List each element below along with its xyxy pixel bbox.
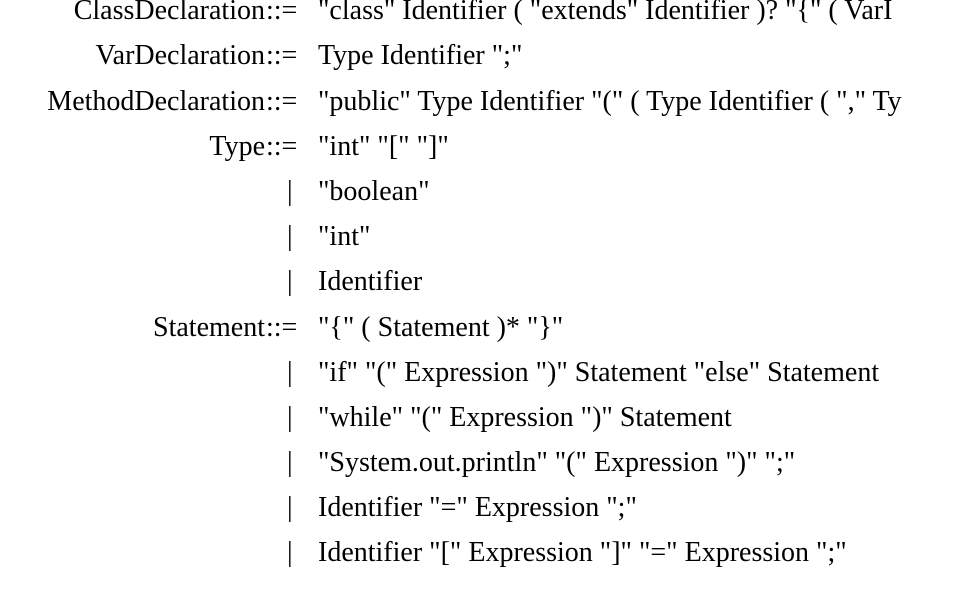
rule-expansion: "System.out.println" "(" Expression ")" … xyxy=(318,447,796,479)
rule-name: MethodDeclaration xyxy=(47,85,265,117)
alternative-separator: | xyxy=(287,266,293,298)
grammar-alternative-row: | "System.out.println" "(" Expression ")"… xyxy=(0,440,976,485)
definition-operator: ::= xyxy=(266,311,298,343)
rule-expansion: "boolean" xyxy=(318,175,430,207)
alternative-separator: | xyxy=(287,356,293,388)
grammar-alternative-row: | Identifier xyxy=(0,259,976,304)
rule-expansion: "int" xyxy=(318,221,371,253)
rule-name: ClassDeclaration xyxy=(73,0,265,27)
rule-expansion: "if" "(" Expression ")" Statement "else"… xyxy=(318,356,880,388)
definition-operator: ::= xyxy=(266,130,298,162)
rule-name: Statement xyxy=(153,311,265,343)
rule-name: VarDeclaration xyxy=(95,40,265,72)
grammar-alternative-row: | "if" "(" Expression ")" Statement "else… xyxy=(0,350,976,395)
alternative-separator: | xyxy=(287,401,293,433)
rule-expansion: Identifier "=" Expression ";" xyxy=(318,492,637,524)
grammar-rules: ( "pClassDeclaration::="class" Identifie… xyxy=(0,0,976,575)
rule-expansion: "public" Type Identifier "(" ( Type Iden… xyxy=(318,85,902,117)
definition-operator: ::= xyxy=(266,40,298,72)
rule-expansion: Type Identifier ";" xyxy=(318,40,523,72)
rule-name: Type xyxy=(209,130,265,162)
alternative-separator: | xyxy=(287,537,293,569)
rule-expansion: "while" "(" Expression ")" Statement xyxy=(318,401,732,433)
rule-expansion: Identifier xyxy=(318,266,423,298)
grammar-alternative-row: | "while" "(" Expression ")" Statement xyxy=(0,395,976,440)
definition-operator: ::= xyxy=(266,85,298,117)
grammar-rule-row: MethodDeclaration::= "public" Type Identi… xyxy=(0,79,976,124)
rule-expansion: "class" Identifier ( "extends" Identifie… xyxy=(318,0,893,27)
grammar-alternative-row: | "int" xyxy=(0,214,976,259)
rule-expansion: "{" ( Statement )* "}" xyxy=(318,311,564,343)
definition-operator: ::= xyxy=(266,0,298,27)
alternative-separator: | xyxy=(287,447,293,479)
grammar-rule-row: Type::= "int" "[" "]" xyxy=(0,124,976,169)
grammar-listing: ( "pClassDeclaration::="class" Identifie… xyxy=(0,0,976,575)
rule-expansion: "int" "[" "]" xyxy=(318,130,449,162)
grammar-rule-row: VarDeclaration::= Type Identifier ";" xyxy=(0,33,976,78)
grammar-rule-row: Statement::= "{" ( Statement )* "}" xyxy=(0,305,976,350)
grammar-alternative-row: | Identifier "=" Expression ";" xyxy=(0,485,976,530)
alternative-separator: | xyxy=(287,221,293,253)
grammar-alternative-row: | "boolean" xyxy=(0,169,976,214)
grammar-alternative-row: | Identifier "[" Expression "]" "=" Expre… xyxy=(0,530,976,575)
grammar-rule-row: ClassDeclaration::= "class" Identifier ( … xyxy=(0,0,976,33)
alternative-separator: | xyxy=(287,175,293,207)
rule-expansion: Identifier "[" Expression "]" "=" Expres… xyxy=(318,537,847,569)
alternative-separator: | xyxy=(287,492,293,524)
